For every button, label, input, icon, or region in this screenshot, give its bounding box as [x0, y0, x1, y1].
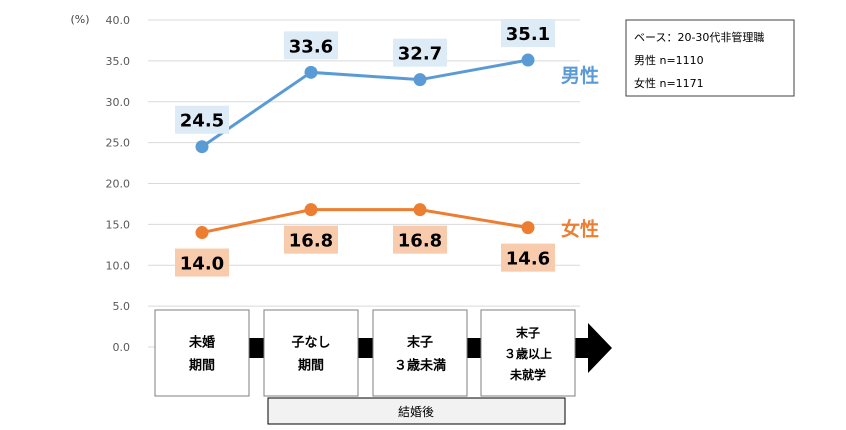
base-info-line: ベース：20-30代非管理職: [634, 30, 764, 44]
y-tick-label: 20.0: [106, 178, 131, 191]
data-label-bg: [175, 105, 229, 134]
stage-box-2: [263, 309, 359, 397]
base-info-line: 男性 n=1110: [634, 53, 704, 67]
data-label-bg: [175, 248, 229, 277]
marriage-bracket: [267, 397, 566, 425]
data-point: [304, 203, 318, 217]
stage-box-3: [372, 309, 468, 397]
y-tick-label: 40.0: [106, 14, 131, 27]
data-label: 33.6: [289, 36, 333, 57]
y-tick-label: 15.0: [106, 218, 131, 231]
stage-box-4: [480, 309, 576, 397]
x-category-label: 末子３歳以上未就学: [504, 325, 552, 382]
data-label: 14.6: [506, 249, 550, 270]
data-label: 16.8: [289, 231, 333, 252]
timeline-arrow-head: [588, 323, 612, 373]
y-tick-label: 5.0: [113, 300, 131, 313]
data-label: 24.5: [180, 111, 224, 132]
data-label-bg: [284, 225, 338, 254]
data-point: [521, 53, 535, 67]
y-tick-label: 35.0: [106, 55, 131, 68]
x-category-label: 末子３歳未満: [394, 335, 446, 374]
data-point: [413, 73, 427, 87]
data-label-bg: [393, 38, 447, 67]
data-point: [195, 226, 209, 240]
series-name-label: 男性: [561, 64, 599, 87]
marriage-bracket-label: 結婚後: [398, 405, 434, 419]
base-info-line: 女性 n=1171: [634, 76, 704, 90]
data-label-bg: [393, 225, 447, 254]
base-info-box: [625, 19, 795, 97]
y-tick-label: 0.0: [113, 341, 131, 354]
data-label-bg: [501, 243, 555, 272]
series-line-2: [201, 208, 529, 235]
series-line-1: [201, 58, 529, 148]
x-category-label: 子なし期間: [291, 336, 330, 374]
y-tick-label: 10.0: [106, 259, 131, 272]
y-tick-label: 25.0: [106, 137, 131, 150]
data-point: [304, 65, 318, 79]
series-name-label: 女性: [561, 218, 599, 241]
x-category-label: 未婚期間: [188, 335, 215, 374]
data-point: [195, 140, 209, 154]
data-label-bg: [501, 19, 555, 48]
data-label: 14.0: [180, 254, 224, 275]
data-label: 16.8: [398, 231, 442, 252]
stage-box-1: [154, 309, 250, 397]
y-tick-label: 30.0: [106, 96, 131, 109]
data-point: [413, 203, 427, 217]
data-point: [521, 221, 535, 235]
data-label: 32.7: [398, 44, 442, 65]
y-unit-label: (%): [70, 13, 89, 26]
data-label-bg: [284, 31, 338, 60]
data-label: 35.1: [506, 24, 550, 45]
